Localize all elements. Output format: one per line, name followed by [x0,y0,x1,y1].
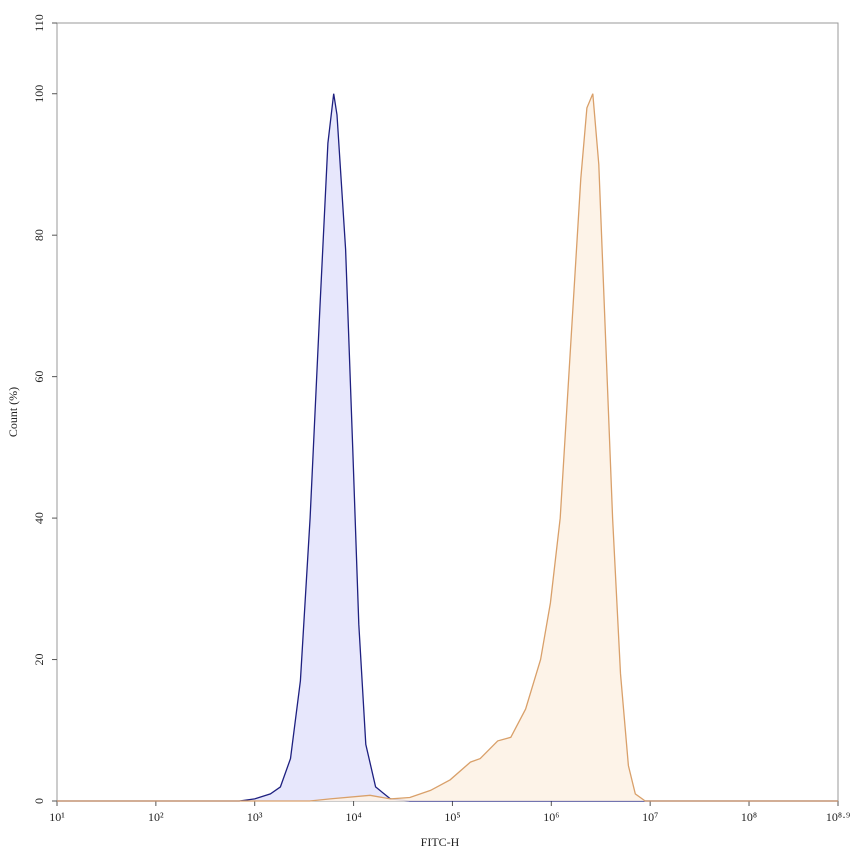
y-tick-label: 60 [32,371,46,383]
x-tick-label: 10⁸ [741,810,757,824]
x-tick-label: 10² [148,810,164,824]
plot-frame [56,22,839,802]
x-tick-label: 10⁶ [543,810,559,824]
x-tick-label: 10¹ [49,810,65,824]
y-tick-label: 0 [32,798,46,804]
y-tick-label: 110 [32,14,46,32]
y-tick-label: 80 [32,229,46,241]
area-line [57,93,838,802]
x-tick-label: 10⁵ [444,810,460,824]
y-tick-label: 100 [32,85,46,103]
area-line [57,93,838,802]
x-tick-label: 10⁸·⁹ [826,810,850,824]
x-tick-label: 10⁴ [345,810,361,824]
x-axis-label: FITC-H [421,835,460,849]
x-tick-label: 10⁷ [642,810,658,824]
x-tick-label: 10³ [247,810,263,824]
y-axis-label: Count (%) [6,387,20,437]
y-tick-label: 40 [32,512,46,524]
y-tick-label: 20 [32,654,46,666]
